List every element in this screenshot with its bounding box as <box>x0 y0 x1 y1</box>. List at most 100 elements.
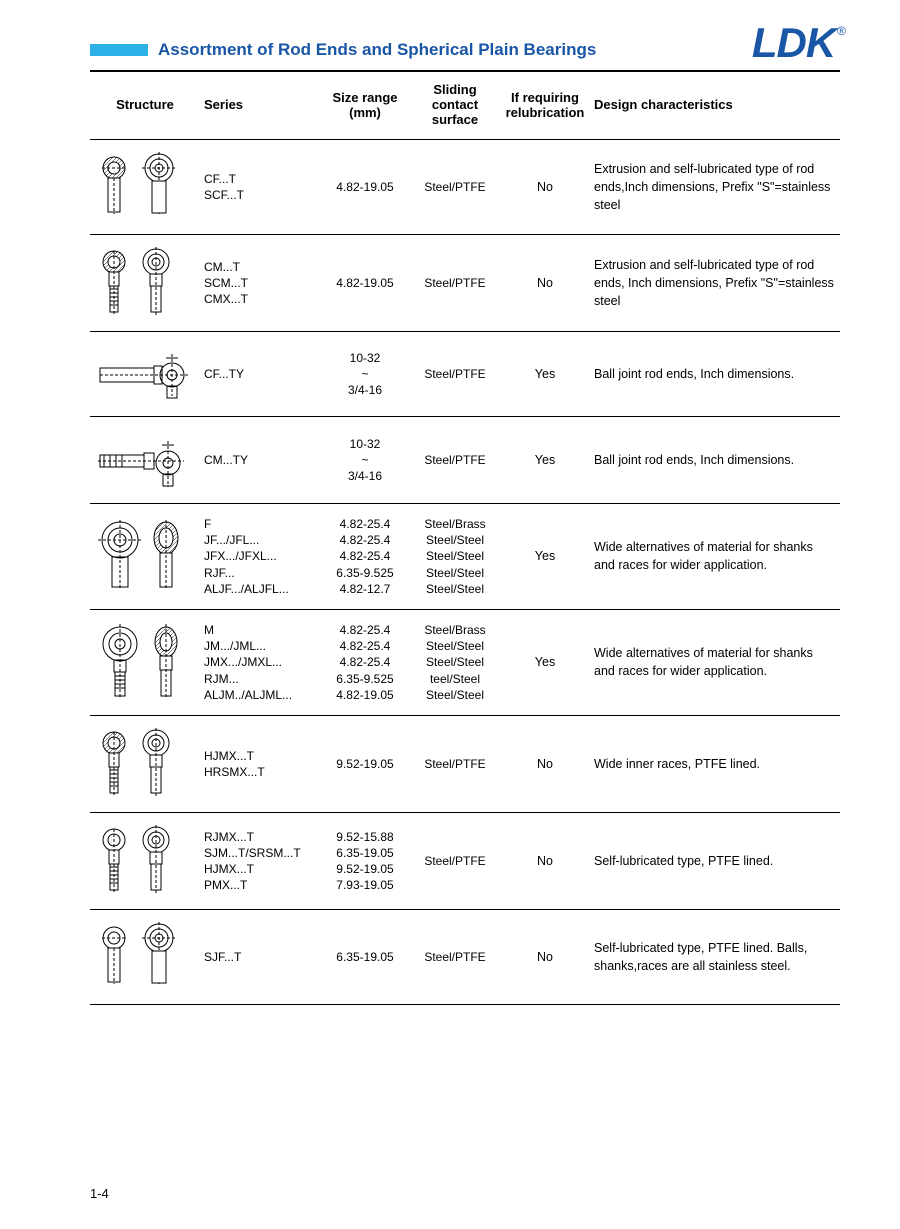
surface-value: Steel/Steel <box>414 687 496 703</box>
table-row: CF...TSCF...T4.82-19.05Steel/PTFENoExtru… <box>90 140 840 235</box>
size-value: 4.82-25.4 <box>324 638 406 654</box>
table-row: CM...TY10-32~3/4-16Steel/PTFEYesBall joi… <box>90 417 840 504</box>
size-value: 9.52-15.88 <box>324 829 406 845</box>
series-value: ALJM../ALJML... <box>204 687 316 703</box>
assortment-table: Structure Series Size range (mm) Sliding… <box>90 72 840 1005</box>
relub-cell: No <box>500 715 590 812</box>
relub-cell: No <box>500 812 590 909</box>
table-row: CF...TY10-32~3/4-16Steel/PTFEYesBall joi… <box>90 332 840 417</box>
series-value: CMX...T <box>204 291 316 307</box>
size-cell: 10-32~3/4-16 <box>320 332 410 417</box>
size-value: 10-32 <box>324 350 406 366</box>
table-row: RJMX...TSJM...T/SRSM...THJMX...TPMX...T9… <box>90 812 840 909</box>
logo-text: LDK <box>752 22 835 64</box>
series-value: SJF...T <box>204 949 316 965</box>
surface-value: Steel/Steel <box>414 638 496 654</box>
relub-cell: No <box>500 140 590 235</box>
surface-cell: Steel/BrassSteel/SteelSteel/SteelSteel/S… <box>410 504 500 610</box>
size-value: 4.82-19.05 <box>324 687 406 703</box>
series-value: CF...T <box>204 171 316 187</box>
size-value: 6.35-19.05 <box>324 845 406 861</box>
surface-value: Steel/Steel <box>414 532 496 548</box>
series-value: JFX.../JFXL... <box>204 548 316 564</box>
table-row: FJF.../JFL...JFX.../JFXL...RJF...ALJF...… <box>90 504 840 610</box>
surface-value: Steel/PTFE <box>414 366 496 382</box>
design-cell: Self-lubricated type, PTFE lined. <box>590 812 840 909</box>
series-value: SCM...T <box>204 275 316 291</box>
surface-cell: Steel/PTFE <box>410 140 500 235</box>
header-accent-bar <box>90 44 148 56</box>
col-structure: Structure <box>90 72 200 140</box>
surface-cell: Steel/PTFE <box>410 235 500 332</box>
series-value: HRSMX...T <box>204 764 316 780</box>
design-cell: Wide alternatives of material for shanks… <box>590 609 840 715</box>
design-cell: Extrusion and self-lubricated type of ro… <box>590 140 840 235</box>
surface-value: Steel/PTFE <box>414 853 496 869</box>
series-value: CM...TY <box>204 452 316 468</box>
series-value: JF.../JFL... <box>204 532 316 548</box>
surface-value: Steel/PTFE <box>414 179 496 195</box>
table-row: MJM.../JML...JMX.../JMXL...RJM...ALJM../… <box>90 609 840 715</box>
series-value: HJMX...T <box>204 748 316 764</box>
size-value: ~ <box>324 452 406 468</box>
size-value: 4.82-19.05 <box>324 179 406 195</box>
surface-value: Steel/Brass <box>414 622 496 638</box>
relub-cell: Yes <box>500 332 590 417</box>
size-value: 4.82-25.4 <box>324 654 406 670</box>
surface-value: Steel/Steel <box>414 548 496 564</box>
table-row: HJMX...THRSMX...T9.52-19.05Steel/PTFENoW… <box>90 715 840 812</box>
design-cell: Ball joint rod ends, Inch dimensions. <box>590 332 840 417</box>
surface-cell: Steel/PTFE <box>410 812 500 909</box>
size-value: 4.82-19.05 <box>324 275 406 291</box>
structure-diagram-cell <box>90 140 200 235</box>
size-cell: 4.82-19.05 <box>320 235 410 332</box>
surface-cell: Steel/PTFE <box>410 332 500 417</box>
series-value: M <box>204 622 316 638</box>
size-cell: 9.52-15.886.35-19.059.52-19.057.93-19.05 <box>320 812 410 909</box>
series-cell: RJMX...TSJM...T/SRSM...THJMX...TPMX...T <box>200 812 320 909</box>
series-value: CF...TY <box>204 366 316 382</box>
col-size: Size range (mm) <box>320 72 410 140</box>
size-value: 6.35-19.05 <box>324 949 406 965</box>
size-value: 9.52-19.05 <box>324 861 406 877</box>
surface-cell: Steel/PTFE <box>410 417 500 504</box>
logo-wrap: LDK ® <box>752 22 846 64</box>
series-cell: CM...TSCM...TCMX...T <box>200 235 320 332</box>
registered-mark: ® <box>837 24 846 38</box>
size-cell: 10-32~3/4-16 <box>320 417 410 504</box>
surface-value: Steel/PTFE <box>414 275 496 291</box>
size-cell: 4.82-19.05 <box>320 140 410 235</box>
size-value: 4.82-12.7 <box>324 581 406 597</box>
relub-cell: Yes <box>500 417 590 504</box>
structure-diagram-cell <box>90 504 200 610</box>
series-value: SCF...T <box>204 187 316 203</box>
surface-cell: Steel/PTFE <box>410 909 500 1004</box>
relub-cell: Yes <box>500 609 590 715</box>
surface-value: Steel/PTFE <box>414 756 496 772</box>
size-cell: 4.82-25.44.82-25.44.82-25.46.35-9.5254.8… <box>320 504 410 610</box>
design-cell: Ball joint rod ends, Inch dimensions. <box>590 417 840 504</box>
design-cell: Wide inner races, PTFE lined. <box>590 715 840 812</box>
surface-cell: Steel/BrassSteel/SteelSteel/Steelteel/St… <box>410 609 500 715</box>
col-relub: If requiring relubrication <box>500 72 590 140</box>
surface-value: Steel/Brass <box>414 516 496 532</box>
structure-diagram-cell <box>90 812 200 909</box>
structure-diagram-cell <box>90 332 200 417</box>
design-cell: Self-lubricated type, PTFE lined. Balls,… <box>590 909 840 1004</box>
series-value: RJF... <box>204 565 316 581</box>
table-row: CM...TSCM...TCMX...T4.82-19.05 Steel/PTFE… <box>90 235 840 332</box>
col-design: Design characteristics <box>590 72 840 140</box>
series-value: HJMX...T <box>204 861 316 877</box>
surface-cell: Steel/PTFE <box>410 715 500 812</box>
surface-value: Steel/PTFE <box>414 452 496 468</box>
series-cell: SJF...T <box>200 909 320 1004</box>
structure-diagram-cell <box>90 609 200 715</box>
size-cell: 6.35-19.05 <box>320 909 410 1004</box>
series-cell: CF...TY <box>200 332 320 417</box>
series-value: JMX.../JMXL... <box>204 654 316 670</box>
series-value: ALJF.../ALJFL... <box>204 581 316 597</box>
series-cell: CF...TSCF...T <box>200 140 320 235</box>
series-cell: HJMX...THRSMX...T <box>200 715 320 812</box>
size-value: 6.35-9.525 <box>324 565 406 581</box>
page-number: 1-4 <box>90 1186 109 1201</box>
